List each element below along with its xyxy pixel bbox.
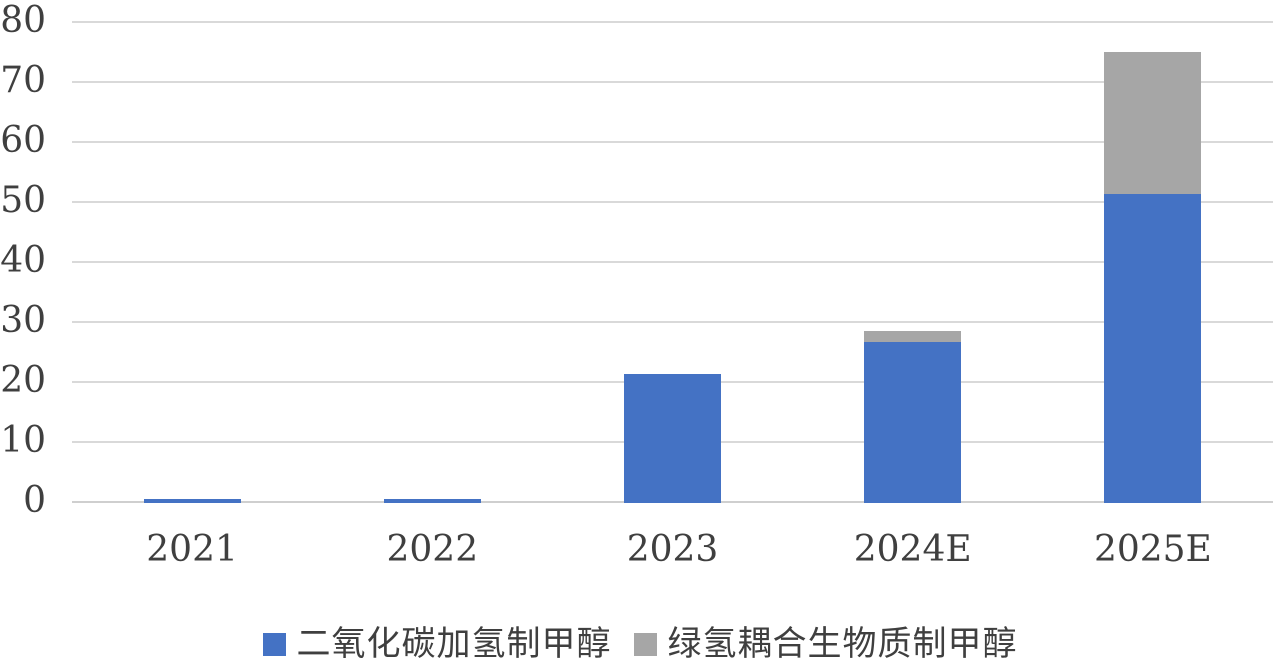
legend-swatch-blue-icon [262, 632, 286, 656]
legend-item-green-h2-biomass-methanol: 绿氢耦合生物质制甲醇 [633, 624, 1018, 664]
y-axis-tick-label-60: 60 [0, 120, 46, 161]
bar-2023-series-0 [624, 374, 721, 503]
legend-label-green-h2-biomass-methanol: 绿氢耦合生物质制甲醇 [667, 624, 1018, 664]
x-axis-tick-label-2025e: 2025E [1093, 529, 1212, 570]
bar-2025e-series-0 [1104, 194, 1202, 503]
bar-2022-series-0 [383, 498, 481, 503]
bar-2024e-series-1 [864, 331, 962, 343]
gridline-y-40 [72, 261, 1273, 263]
bar-2025e-series-1 [1104, 52, 1202, 194]
gridline-y-70 [72, 81, 1273, 83]
y-axis-tick-label-30: 30 [0, 300, 46, 341]
y-axis-tick-label-80: 80 [0, 0, 46, 41]
y-axis-tick-label-0: 0 [23, 480, 46, 521]
legend-swatch-gray-icon [633, 632, 657, 656]
legend-item-co2-methanol: 二氧化碳加氢制甲醇 [262, 624, 612, 664]
gridline-y-60 [72, 141, 1273, 143]
legend-label-co2-methanol: 二氧化碳加氢制甲醇 [296, 624, 612, 664]
x-axis-tick-label-2022: 2022 [386, 529, 479, 570]
bar-2021-series-0 [143, 498, 241, 503]
y-axis-tick-label-20: 20 [0, 360, 46, 401]
x-axis-tick-label-2023: 2023 [626, 529, 719, 570]
gridline-y-30 [72, 321, 1273, 323]
bar-2024e-series-0 [864, 342, 962, 503]
y-axis-tick-label-10: 10 [0, 420, 46, 461]
gridline-y-50 [72, 201, 1273, 203]
x-axis-tick-label-2024e: 2024E [853, 529, 972, 570]
gridline-y-80 [72, 21, 1273, 23]
y-axis-tick-label-70: 70 [0, 60, 46, 101]
x-axis-tick-label-2021: 2021 [146, 529, 238, 570]
chart-legend: 二氧化碳加氢制甲醇 绿氢耦合生物质制甲醇 [0, 624, 1280, 664]
y-axis-tick-label-40: 40 [0, 240, 46, 281]
y-axis-tick-label-50: 50 [0, 180, 46, 221]
